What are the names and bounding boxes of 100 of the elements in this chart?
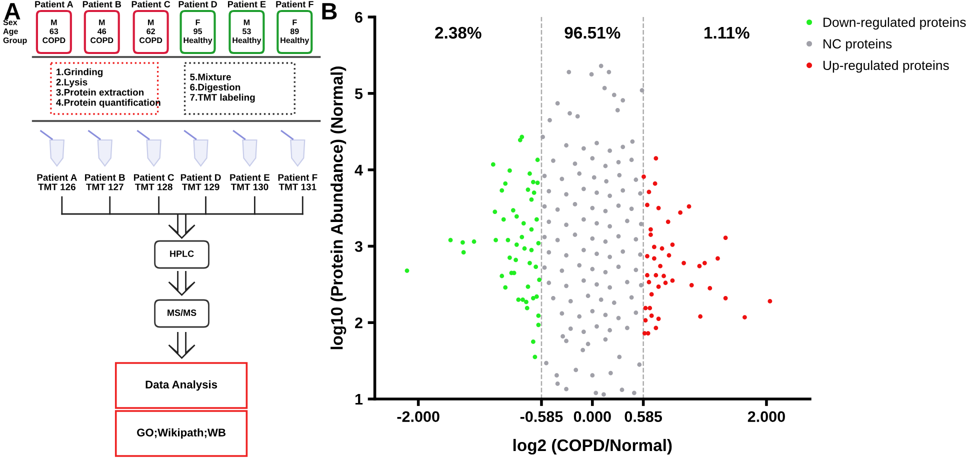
y-tick-label: 5: [354, 88, 363, 100]
point: [654, 156, 658, 161]
text: Patient F TMT 131: [278, 174, 318, 190]
point: [535, 180, 540, 185]
y-tick-label: 4: [354, 164, 363, 176]
point: [531, 180, 536, 184]
text: Patient D: [178, 0, 217, 8]
text: GO;Wikipath;WB: [137, 428, 226, 439]
text: 5.Mixture 6.Digestion 7.TMT labeling: [190, 73, 255, 103]
x-tick-label: 0.585: [624, 411, 662, 422]
point: [643, 306, 648, 310]
point: [660, 246, 664, 251]
point: [663, 280, 668, 286]
point: [536, 322, 541, 328]
point: [656, 284, 661, 289]
point: [652, 244, 656, 250]
point: [708, 286, 712, 290]
point: [461, 250, 466, 255]
y-tick-label: 1: [355, 394, 363, 405]
point: [702, 260, 707, 266]
point: [645, 273, 650, 278]
point: [537, 278, 542, 282]
point: [531, 296, 536, 300]
point: [682, 260, 686, 266]
text: Patient B TMT 127: [85, 174, 125, 190]
point: [652, 181, 658, 186]
point: [723, 236, 728, 240]
point: [404, 268, 410, 273]
text: M 63 COPD: [42, 20, 66, 44]
x-tick-label: 0.000: [574, 411, 611, 422]
point: [689, 282, 694, 288]
point: [531, 340, 536, 344]
point: [503, 285, 508, 290]
y-tick-label: 2: [355, 317, 362, 328]
point: [656, 206, 661, 210]
point: [448, 238, 453, 242]
point: [534, 217, 539, 222]
point: [535, 158, 540, 162]
point: [716, 256, 720, 261]
point: [742, 315, 747, 320]
point: [534, 264, 538, 270]
point: [529, 227, 534, 232]
point: [656, 316, 661, 321]
point: [670, 242, 675, 247]
point: [524, 306, 530, 310]
point: [698, 314, 703, 319]
text: HPLC: [170, 250, 194, 257]
text: Patient E: [228, 0, 266, 8]
chart-title: B: [322, 3, 337, 20]
point: [528, 171, 532, 176]
point: [494, 238, 498, 242]
point: [508, 255, 512, 260]
legend-label: Down-regulated proteins: [824, 17, 966, 30]
point: [529, 248, 534, 252]
point: [534, 294, 539, 299]
x-tick-label: -0.585: [520, 411, 563, 422]
point: [500, 188, 504, 193]
text: Patient A TMT 126: [37, 174, 77, 190]
point: [768, 299, 772, 304]
x-tick-label: 2.000: [748, 411, 785, 422]
x-tick-label: -2.000: [397, 411, 440, 422]
point: [520, 297, 525, 302]
point: [518, 138, 522, 142]
text: Patient C TMT 128: [134, 174, 174, 190]
point: [654, 273, 658, 278]
text: Patient C: [132, 0, 170, 8]
point: [506, 238, 510, 242]
point: [528, 260, 532, 266]
point: [654, 326, 658, 330]
point: [503, 181, 508, 186]
annotation: 96.51%: [564, 26, 620, 39]
point: [522, 246, 527, 251]
text: M 46 COPD: [90, 20, 114, 44]
y-tick-label: 6: [355, 12, 362, 23]
text: A: [4, 3, 20, 20]
text: Data Analysis: [146, 380, 218, 391]
point: [648, 227, 653, 232]
point: [508, 168, 512, 173]
legend-label: NC proteins: [824, 38, 892, 52]
point: [649, 314, 654, 318]
x-axis-title: log2 (COPD/Normal): [513, 438, 672, 455]
text: Patient F: [276, 0, 314, 8]
point: [514, 242, 519, 247]
point: [492, 210, 498, 214]
text: MS/MS: [168, 309, 196, 316]
point: [520, 234, 524, 240]
text: Patient E TMT 130: [230, 174, 270, 190]
point: [472, 239, 476, 244]
text: M 62 COPD: [140, 20, 162, 44]
point: [645, 202, 650, 208]
text: Patient A: [35, 0, 74, 8]
text: F 95 Healthy: [184, 20, 212, 45]
point: [670, 278, 675, 283]
point: [514, 258, 518, 262]
y-tick-label: 3: [354, 241, 362, 252]
point: [501, 217, 506, 222]
point: [642, 174, 646, 179]
point: [526, 284, 530, 289]
point: [649, 292, 654, 297]
point: [526, 187, 530, 192]
